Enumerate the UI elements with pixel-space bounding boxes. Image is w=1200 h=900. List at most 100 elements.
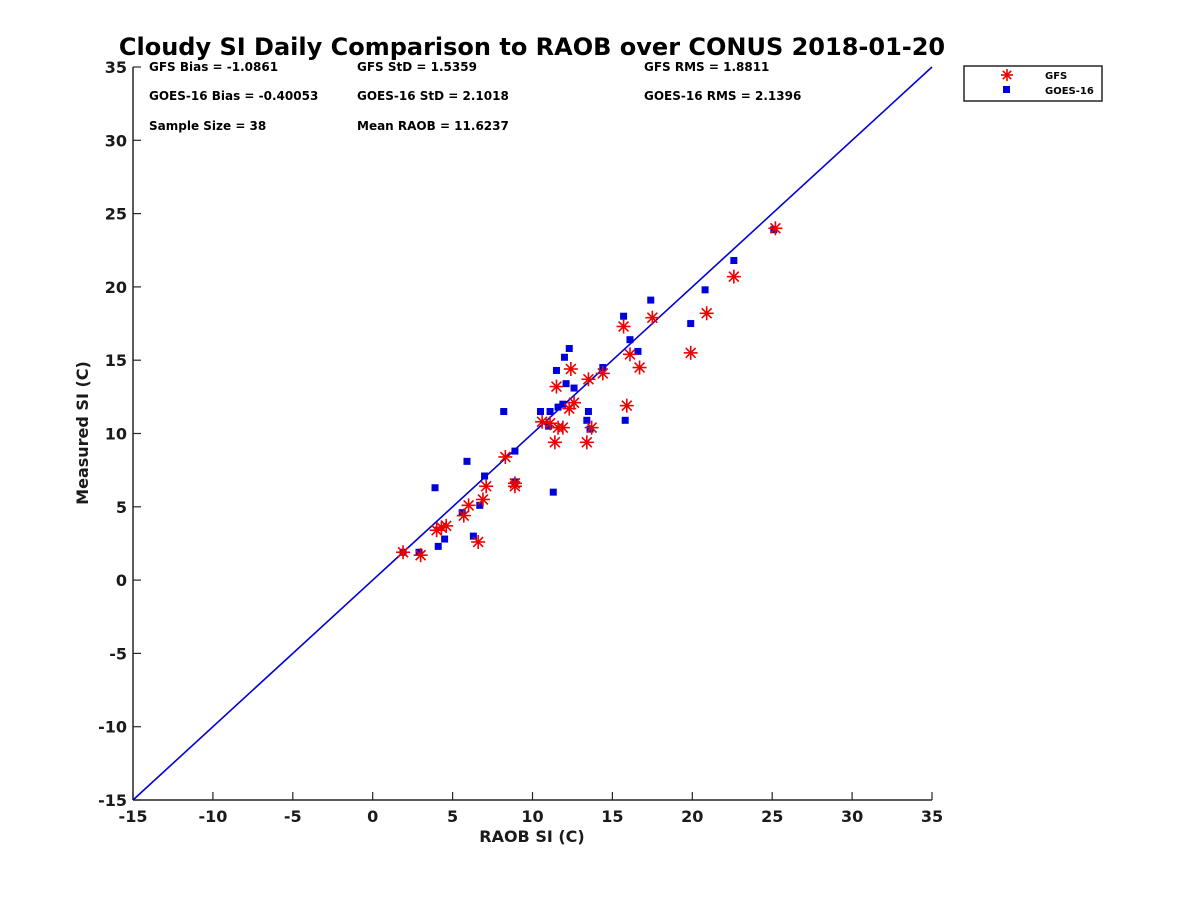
goes16-point: [544, 422, 552, 430]
goes16-point: [560, 353, 568, 361]
legend-gfs-asterisk: [1001, 69, 1013, 81]
goes16-point: [730, 257, 738, 265]
gfs-point: [461, 498, 476, 513]
goes16-point: [584, 408, 592, 416]
legend-box: [963, 65, 1103, 102]
goes16-point: [546, 408, 554, 416]
goes16-point: [469, 532, 477, 540]
gfs-point: [683, 345, 698, 360]
x-tick-label: 0: [367, 807, 378, 826]
goes16-point: [434, 542, 442, 550]
gfs-point: [563, 361, 578, 376]
gfs-point: [549, 379, 564, 394]
goes16-point: [647, 296, 655, 304]
y-tick-label: 30: [105, 131, 127, 150]
goes16-point: [458, 509, 466, 517]
x-tick-label: -10: [198, 807, 227, 826]
x-tick-label: -15: [119, 807, 148, 826]
goes16-point: [701, 286, 709, 294]
gfs-point: [543, 416, 558, 431]
y-axis-label: Measured SI (C): [73, 361, 92, 505]
stat-gfs-rms: GFS RMS = 1.8811: [644, 60, 769, 74]
gfs-point: [475, 492, 490, 507]
y-tick-label: 20: [105, 278, 127, 297]
legend-gfs-label: GFS: [1045, 71, 1067, 82]
goes16-point: [634, 347, 642, 355]
x-tick-label: 10: [521, 807, 543, 826]
x-axis-label: RAOB SI (C): [479, 827, 584, 846]
goes16-point: [570, 384, 578, 392]
gfs-point: [768, 221, 783, 236]
gfs-point: [396, 545, 411, 560]
gfs-point: [507, 476, 522, 491]
gfs-point: [645, 310, 660, 325]
stat-goes-std: GOES-16 StD = 2.1018: [357, 89, 509, 103]
goes16-point: [565, 344, 573, 352]
gfs-point: [726, 269, 741, 284]
goes16-point: [549, 488, 557, 496]
x-tick-label: -5: [284, 807, 302, 826]
gfs-point: [579, 435, 594, 450]
gfs-point: [581, 372, 596, 387]
legend-goes16-marker: [1003, 86, 1010, 93]
goes16-point: [441, 535, 449, 543]
gfs-series: [396, 221, 783, 563]
ticks: [132, 66, 933, 801]
y-tick-label: 35: [105, 58, 127, 77]
gfs-point: [498, 449, 513, 464]
goes16-point: [687, 320, 695, 328]
legend-gfs-marker: [1001, 69, 1013, 81]
goes16-point: [562, 380, 570, 388]
goes16-point: [536, 408, 544, 416]
gfs-point: [619, 398, 634, 413]
goes16-point: [431, 484, 439, 492]
goes16-point: [415, 548, 423, 556]
gfs-point: [567, 395, 582, 410]
stat-goes-bias: GOES-16 Bias = -0.40053: [149, 89, 318, 103]
goes16-point: [626, 336, 634, 344]
stat-gfs-bias: GFS Bias = -1.0861: [149, 60, 278, 74]
x-tick-label: 30: [841, 807, 863, 826]
x-tick-label: 20: [681, 807, 703, 826]
reference-line: [132, 66, 933, 801]
x-tick-label: 5: [447, 807, 458, 826]
legend: GFS GOES-16: [963, 65, 1103, 102]
tick-labels: -15 -10 -5 0 5 10 15 20 25 30 35 -15 -10 -5 0 5 10 15 20 25…: [98, 58, 943, 826]
y-tick-label: 15: [105, 351, 127, 370]
goes16-point: [554, 403, 562, 411]
gfs-point: [479, 479, 494, 494]
gfs-point: [555, 420, 570, 435]
y-tick-label: -15: [98, 791, 127, 810]
gfs-point: [471, 534, 486, 549]
y-tick-label: 25: [105, 205, 127, 224]
y-tick-label: -10: [98, 718, 127, 737]
x-tick-label: 15: [601, 807, 623, 826]
y-tick-label: 0: [116, 571, 127, 590]
stat-mean-raob: Mean RAOB = 11.6237: [357, 119, 509, 133]
goes16-point: [583, 416, 591, 424]
goes16-point: [476, 501, 484, 509]
goes16-point: [481, 472, 489, 480]
stat-goes-rms: GOES-16 RMS = 2.1396: [644, 89, 801, 103]
x-tick-label: 35: [921, 807, 943, 826]
stat-sample-size: Sample Size = 38: [149, 119, 266, 133]
stats-block: GFS Bias = -1.0861 GFS StD = 1.5359 GFS …: [149, 60, 801, 133]
y-tick-label: -5: [109, 644, 127, 663]
gfs-point: [699, 306, 714, 321]
gfs-point: [456, 508, 471, 523]
gfs-point: [622, 347, 637, 362]
gfs-point: [632, 360, 647, 375]
gfs-point: [547, 435, 562, 450]
x-tick-label: 25: [761, 807, 783, 826]
y-tick-label: 5: [116, 498, 127, 517]
goes16-point: [620, 312, 628, 320]
goes16-point: [559, 400, 567, 408]
chart-title: Cloudy SI Daily Comparison to RAOB over …: [119, 33, 945, 61]
goes16-point: [463, 457, 471, 465]
goes16-point: [500, 408, 508, 416]
goes16-point: [552, 366, 560, 374]
legend-goes16-label: GOES-16: [1045, 86, 1094, 97]
gfs-point: [439, 518, 454, 533]
gfs-point: [595, 366, 610, 381]
